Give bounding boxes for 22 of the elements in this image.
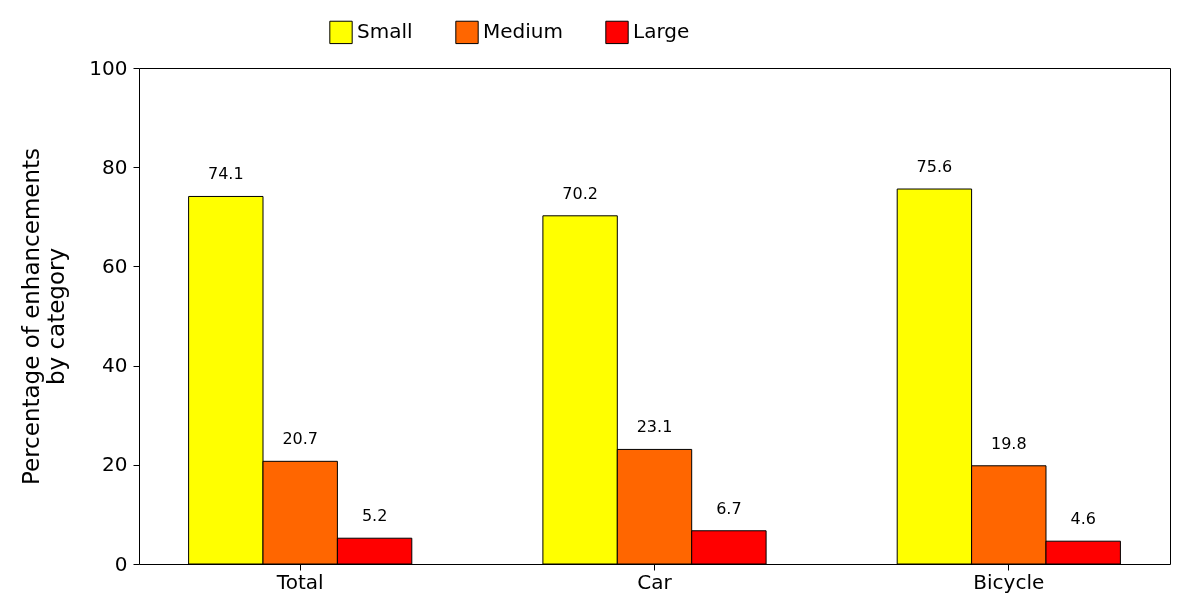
data-label: 75.6 [916,157,953,177]
data-label: 4.6 [1070,509,1096,529]
x-tick-label: Total [275,569,324,594]
legend-label: Medium [483,19,563,44]
y-axis-title: Percentage of enhancements by category [18,147,70,486]
data-label: 74.1 [207,164,244,184]
legend-label: Large [633,19,690,44]
data-label: 20.7 [282,429,319,449]
y-tick-label: 80 [102,154,128,179]
y-tick-label: 20 [102,452,128,477]
data-label: 23.1 [636,417,673,437]
x-tick-label: Bicycle [973,569,1045,594]
data-label: 6.7 [716,498,742,518]
y-tick-label: 60 [102,253,128,278]
data-label: 5.2 [361,506,388,526]
x-tick-label: Car [637,569,673,594]
y-tick-label: 0 [114,551,128,576]
y-tick-label: 100 [89,55,128,80]
legend-label: Small [357,19,413,44]
data-label: 70.2 [562,183,598,203]
data-label: 19.8 [990,433,1027,453]
y-tick-label: 40 [102,353,128,378]
